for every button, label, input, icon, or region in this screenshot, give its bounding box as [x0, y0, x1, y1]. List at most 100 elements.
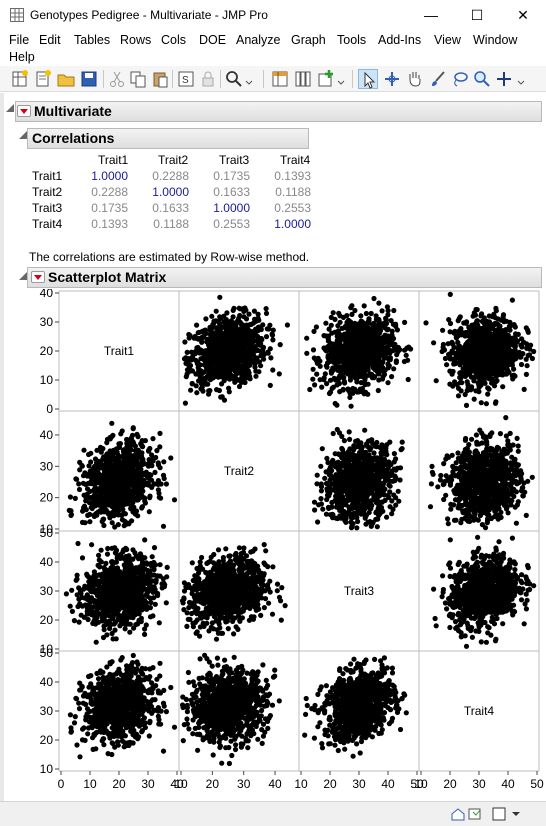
data-point [128, 460, 134, 466]
add-rows-icon[interactable] [316, 69, 336, 89]
data-point [318, 501, 324, 507]
scatter-points[interactable] [181, 294, 290, 406]
menu-analyze[interactable]: Analyze [236, 33, 281, 47]
data-point [393, 495, 399, 501]
data-point [207, 388, 213, 394]
data-point [335, 323, 341, 329]
menu-file[interactable]: File [9, 33, 30, 47]
red-triangle-menu-icon[interactable] [17, 105, 31, 117]
data-point [359, 336, 366, 342]
data-point [343, 357, 349, 363]
data-point [147, 459, 153, 465]
disclosure-icon[interactable] [6, 104, 14, 112]
data-point [494, 355, 500, 361]
minimize-button[interactable]: — [424, 7, 438, 23]
close-button[interactable]: ✕ [517, 7, 529, 23]
data-point [480, 358, 486, 364]
lock-icon[interactable] [198, 69, 218, 89]
data-point [339, 445, 345, 452]
open-folder-icon[interactable] [56, 69, 76, 89]
data-point [193, 371, 199, 377]
data-point [243, 337, 249, 343]
data-point [313, 324, 319, 330]
hand-grabber-icon[interactable] [405, 69, 425, 89]
data-point [320, 506, 326, 512]
data-point [245, 375, 251, 381]
brush-icon[interactable] [428, 69, 448, 89]
corr-cell: 0.2288 [91, 185, 128, 199]
paste-icon[interactable] [150, 69, 170, 89]
data-point [471, 347, 478, 353]
data-point [372, 333, 378, 339]
menu-doe[interactable]: DOE [199, 33, 227, 47]
data-point [465, 384, 471, 390]
data-table-icon[interactable] [270, 69, 290, 89]
menu-window[interactable]: Window [473, 33, 518, 47]
data-point [507, 341, 513, 347]
menu-help[interactable]: Help [9, 50, 35, 64]
menu-add-ins[interactable]: Add-Ins [378, 33, 422, 47]
data-point [378, 456, 384, 463]
data-point [513, 489, 520, 495]
red-triangle-menu-icon[interactable] [31, 271, 45, 283]
columns-icon[interactable] [293, 69, 313, 89]
data-point [493, 308, 499, 314]
data-point [310, 366, 316, 372]
menu-tables[interactable]: Tables [74, 33, 111, 47]
scatter-points[interactable] [304, 295, 414, 409]
data-point [478, 313, 484, 319]
data-point [215, 374, 221, 380]
data-point [503, 415, 509, 421]
disclosure-icon[interactable] [19, 131, 27, 139]
data-point [137, 495, 143, 501]
data-point [194, 390, 200, 396]
data-point [112, 503, 118, 509]
data-point [376, 300, 382, 306]
magnifier-icon[interactable] [472, 69, 492, 89]
menu-rows[interactable]: Rows [120, 33, 152, 47]
lasso-icon[interactable] [450, 69, 470, 89]
data-point [113, 462, 119, 469]
menu-view[interactable]: View [434, 33, 461, 47]
script-icon[interactable]: S [176, 69, 196, 89]
data-point [379, 308, 385, 314]
scatter-points[interactable] [311, 426, 405, 531]
chevron-down-icon[interactable] [244, 69, 254, 89]
cut-icon[interactable] [107, 69, 127, 89]
scatter-points[interactable] [423, 291, 537, 408]
new-data-table-icon[interactable] [10, 69, 30, 89]
data-point [127, 488, 133, 494]
search-icon[interactable] [224, 69, 244, 89]
chevron-down-icon[interactable] [336, 69, 346, 89]
data-point [82, 470, 88, 476]
menu-cols[interactable]: Cols [161, 33, 187, 47]
data-point [243, 316, 250, 322]
data-point [133, 508, 140, 514]
arrow-pointer-icon[interactable] [358, 69, 378, 89]
data-point [444, 362, 450, 368]
data-point [163, 481, 169, 487]
data-point [338, 332, 344, 338]
menu-tools[interactable]: Tools [337, 33, 367, 47]
save-icon[interactable] [79, 69, 99, 89]
data-point [505, 355, 511, 361]
scatterplot-matrix[interactable]: Trait1Trait2Trait3Trait40102030401020304… [0, 289, 546, 801]
correlations-header: Correlations [27, 128, 309, 149]
data-point [371, 295, 377, 302]
menu-graph[interactable]: Graph [291, 33, 326, 47]
data-point [321, 377, 327, 383]
scatter-points[interactable] [427, 415, 535, 531]
data-point [379, 360, 385, 366]
disclosure-icon[interactable] [19, 272, 27, 280]
new-script-icon[interactable] [33, 69, 53, 89]
menu-edit[interactable]: Edit [39, 33, 61, 47]
maximize-button[interactable]: ☐ [470, 7, 484, 23]
crosshair-icon[interactable] [382, 69, 402, 89]
chevron-down-icon[interactable] [516, 69, 526, 89]
data-point [116, 441, 122, 447]
data-point [103, 457, 109, 464]
data-point [384, 304, 390, 310]
annotate-plus-icon[interactable] [494, 69, 514, 89]
scatter-points[interactable] [66, 420, 178, 530]
copy-icon[interactable] [128, 69, 148, 89]
